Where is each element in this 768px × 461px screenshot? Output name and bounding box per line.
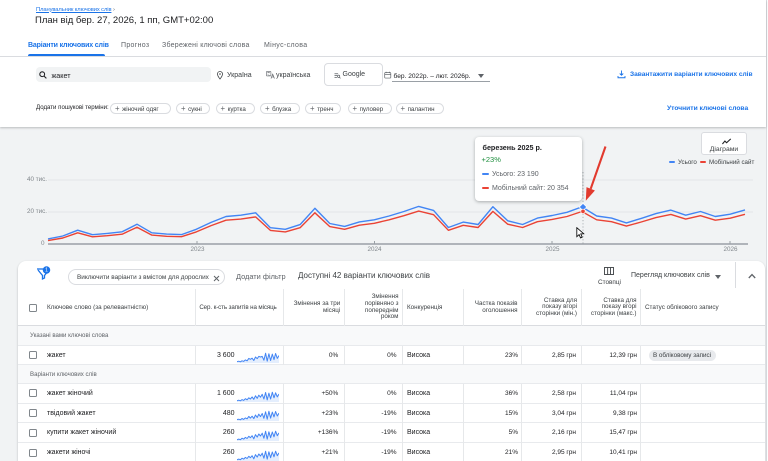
svg-text:1: 1 <box>45 268 48 274</box>
